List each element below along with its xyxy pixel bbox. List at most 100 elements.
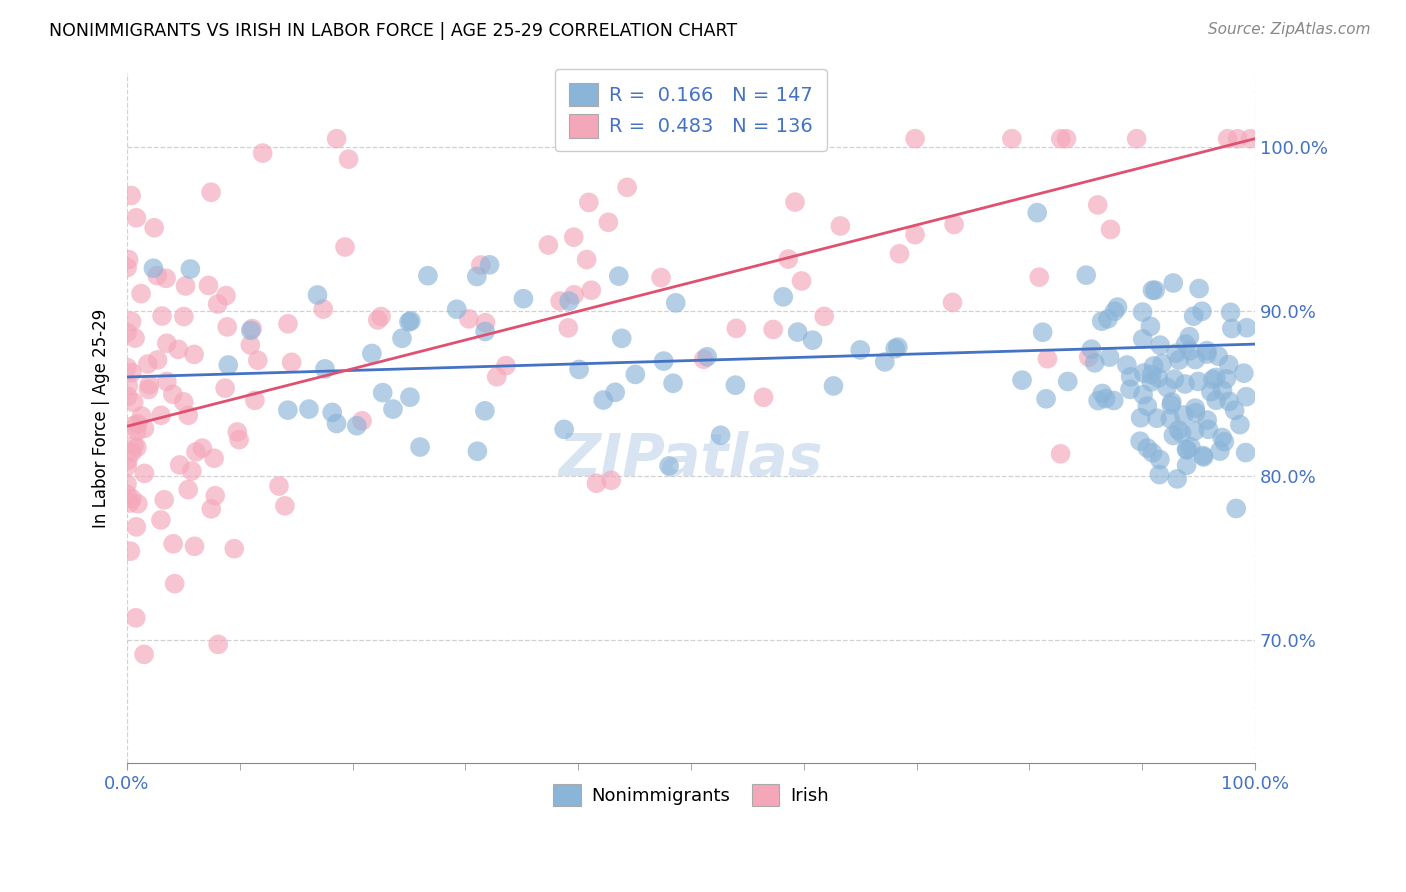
Point: [1170, 426, 1192, 441]
Point: [1175, 442, 1198, 457]
Point: [1056, 132, 1078, 146]
Point: [325, 132, 347, 146]
Point: [1104, 304, 1126, 318]
Point: [1192, 450, 1215, 464]
Point: [214, 381, 236, 395]
Point: [904, 227, 927, 242]
Point: [1149, 338, 1171, 352]
Point: [1102, 393, 1125, 408]
Point: [125, 441, 148, 455]
Text: NONIMMIGRANTS VS IRISH IN LABOR FORCE | AGE 25-29 CORRELATION CHART: NONIMMIGRANTS VS IRISH IN LABOR FORCE | …: [49, 22, 737, 40]
Point: [1036, 351, 1059, 366]
Point: [179, 262, 201, 277]
Point: [298, 402, 321, 417]
Point: [173, 310, 195, 324]
Point: [474, 404, 496, 418]
Point: [162, 387, 184, 401]
Point: [1049, 447, 1071, 461]
Point: [115, 360, 138, 375]
Point: [1173, 408, 1195, 422]
Point: [127, 497, 149, 511]
Point: [122, 395, 145, 409]
Point: [801, 333, 824, 347]
Point: [1107, 300, 1129, 314]
Point: [200, 502, 222, 516]
Point: [1191, 304, 1213, 318]
Point: [578, 195, 600, 210]
Point: [121, 445, 143, 459]
Point: [1133, 366, 1156, 380]
Point: [1140, 368, 1163, 382]
Point: [1184, 352, 1206, 367]
Point: [1080, 342, 1102, 356]
Point: [553, 422, 575, 436]
Point: [1212, 384, 1234, 398]
Point: [1129, 410, 1152, 425]
Point: [239, 338, 262, 352]
Point: [149, 513, 172, 527]
Point: [1187, 375, 1209, 389]
Point: [1226, 132, 1249, 146]
Point: [1161, 276, 1184, 290]
Point: [1223, 403, 1246, 417]
Point: [1180, 440, 1202, 454]
Point: [1184, 424, 1206, 438]
Point: [1144, 283, 1167, 297]
Point: [1001, 132, 1024, 146]
Point: [616, 180, 638, 194]
Point: [239, 323, 262, 337]
Point: [121, 366, 143, 380]
Point: [1077, 350, 1099, 364]
Point: [1087, 393, 1109, 408]
Point: [115, 260, 138, 275]
Point: [346, 418, 368, 433]
Point: [581, 283, 603, 297]
Point: [1206, 349, 1229, 363]
Point: [162, 537, 184, 551]
Point: [163, 576, 186, 591]
Point: [467, 444, 489, 458]
Point: [1149, 452, 1171, 467]
Point: [399, 390, 422, 404]
Point: [267, 479, 290, 493]
Point: [325, 417, 347, 431]
Point: [1094, 392, 1116, 406]
Point: [1032, 325, 1054, 339]
Point: [474, 316, 496, 330]
Text: ZIPatlas: ZIPatlas: [558, 431, 823, 488]
Point: [200, 186, 222, 200]
Point: [1164, 346, 1187, 360]
Point: [321, 405, 343, 419]
Point: [1160, 398, 1182, 412]
Point: [228, 433, 250, 447]
Point: [1205, 393, 1227, 408]
Point: [610, 331, 633, 345]
Point: [1211, 430, 1233, 444]
Legend: Nonimmigrants, Irish: Nonimmigrants, Irish: [544, 775, 838, 815]
Point: [184, 445, 207, 459]
Point: [1166, 472, 1188, 486]
Point: [174, 279, 197, 293]
Point: [783, 195, 806, 210]
Point: [693, 352, 716, 367]
Point: [1035, 392, 1057, 406]
Point: [191, 441, 214, 455]
Point: [465, 269, 488, 284]
Point: [1084, 356, 1107, 370]
Point: [1091, 314, 1114, 328]
Point: [333, 240, 356, 254]
Point: [575, 252, 598, 267]
Point: [207, 637, 229, 651]
Point: [1125, 132, 1147, 146]
Point: [1143, 359, 1166, 373]
Point: [1197, 422, 1219, 436]
Point: [1216, 132, 1239, 146]
Point: [1218, 358, 1240, 372]
Point: [537, 238, 560, 252]
Point: [1215, 372, 1237, 386]
Point: [122, 418, 145, 433]
Point: [1182, 309, 1205, 323]
Point: [217, 358, 239, 372]
Point: [280, 355, 302, 369]
Point: [495, 359, 517, 373]
